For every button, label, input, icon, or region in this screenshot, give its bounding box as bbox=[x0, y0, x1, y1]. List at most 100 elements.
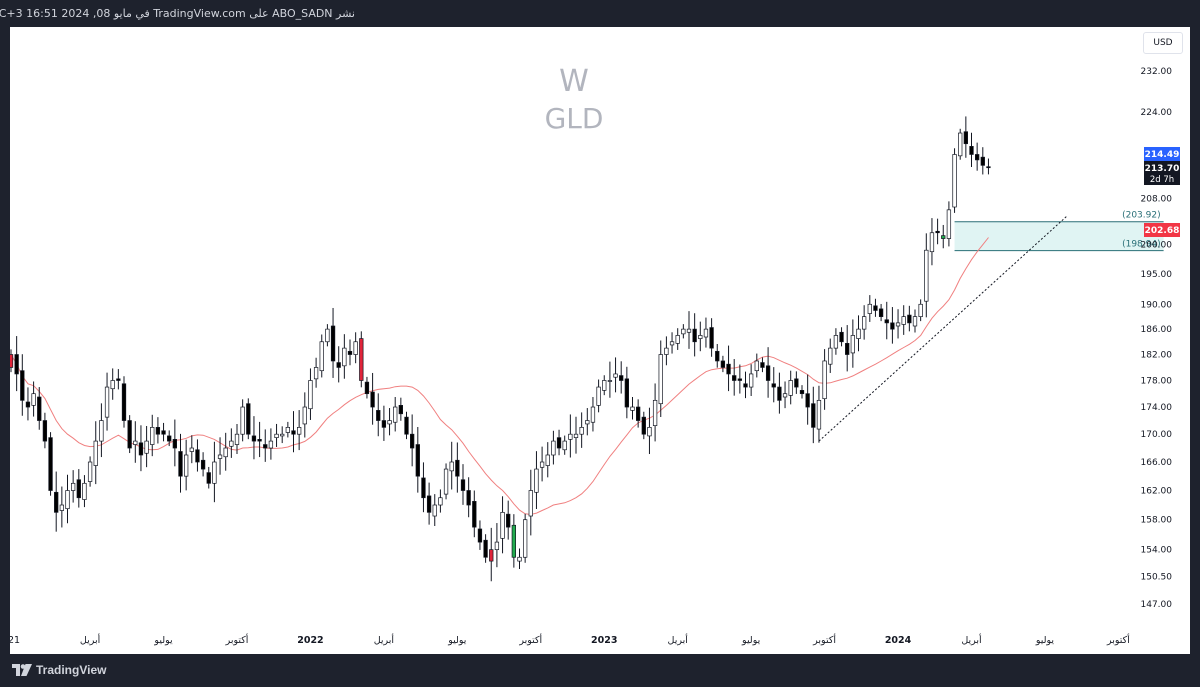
candle bbox=[878, 303, 884, 322]
candle bbox=[234, 423, 240, 454]
candle-body bbox=[630, 406, 635, 411]
candle-body bbox=[511, 524, 516, 558]
candle bbox=[99, 403, 104, 458]
candle-body bbox=[263, 444, 268, 449]
candle bbox=[127, 415, 132, 454]
candle bbox=[658, 340, 663, 418]
candle bbox=[280, 426, 285, 444]
time-tick-label: 21 bbox=[10, 635, 20, 646]
candle bbox=[133, 421, 138, 463]
candle bbox=[274, 423, 279, 447]
candle bbox=[822, 349, 827, 410]
candle bbox=[794, 371, 799, 394]
candle-body bbox=[133, 440, 138, 445]
candle bbox=[568, 414, 573, 458]
candle bbox=[579, 412, 584, 448]
candle bbox=[65, 474, 70, 524]
candle bbox=[585, 408, 590, 436]
candle bbox=[212, 441, 217, 503]
candle-body bbox=[42, 420, 48, 442]
candle-body bbox=[472, 501, 477, 528]
candle bbox=[404, 411, 409, 440]
candle-body bbox=[404, 416, 409, 435]
candle bbox=[178, 433, 183, 493]
candle bbox=[799, 385, 805, 399]
candle-body bbox=[602, 380, 607, 391]
candle bbox=[206, 466, 211, 489]
candle bbox=[675, 328, 680, 350]
candle bbox=[760, 357, 765, 373]
candle-body bbox=[833, 335, 839, 349]
candle bbox=[952, 148, 957, 213]
candle bbox=[268, 428, 274, 460]
candle bbox=[494, 523, 500, 568]
candle bbox=[398, 397, 403, 421]
candle bbox=[941, 224, 946, 249]
tradingview-brand[interactable]: TradingView bbox=[12, 663, 106, 677]
candle-body bbox=[935, 230, 940, 234]
support-zone bbox=[954, 221, 1164, 251]
candle-body bbox=[302, 406, 307, 425]
candle bbox=[110, 368, 115, 400]
candle-body bbox=[217, 454, 223, 459]
candle bbox=[969, 132, 974, 167]
candle bbox=[308, 368, 313, 420]
candle-body bbox=[890, 322, 895, 330]
moving-average-line bbox=[10, 237, 989, 516]
candle bbox=[867, 295, 872, 322]
candle-body bbox=[816, 399, 822, 430]
candle-body bbox=[782, 393, 788, 398]
candle-body bbox=[99, 420, 104, 442]
candle-body bbox=[856, 328, 861, 339]
candle-body bbox=[873, 305, 878, 311]
candle-body bbox=[150, 427, 155, 445]
time-tick-label: يوليو bbox=[741, 635, 761, 646]
candle bbox=[353, 332, 358, 364]
price-tick-label: 170.00 bbox=[1141, 430, 1173, 440]
chart-area[interactable]: W GLD (203.92) (198.94) 147.00 150.50 154.00… bbox=[10, 27, 1190, 654]
candle-body bbox=[155, 427, 161, 435]
candle-body bbox=[907, 314, 912, 324]
candle-body bbox=[562, 440, 567, 451]
candle bbox=[743, 371, 748, 399]
candle bbox=[393, 397, 398, 432]
candle-body bbox=[336, 362, 341, 368]
candle-body bbox=[189, 447, 194, 452]
candle-body bbox=[212, 461, 217, 484]
candle bbox=[443, 463, 449, 500]
candle bbox=[76, 469, 81, 508]
candle-body bbox=[963, 131, 968, 145]
candle-body bbox=[31, 393, 36, 406]
price-tick-label: 182.00 bbox=[1141, 351, 1173, 361]
candle-body bbox=[517, 556, 522, 562]
candle-body bbox=[884, 319, 889, 324]
candle-body bbox=[703, 328, 709, 338]
candle bbox=[912, 309, 918, 333]
candle-body bbox=[127, 420, 132, 449]
candle-body bbox=[754, 360, 759, 372]
candle bbox=[929, 218, 935, 266]
candle-body bbox=[347, 350, 353, 355]
candle-body bbox=[596, 386, 601, 406]
currency-selector[interactable]: USD bbox=[1143, 32, 1183, 54]
candle-body bbox=[669, 341, 675, 346]
candle-body bbox=[534, 468, 539, 493]
candle bbox=[87, 456, 93, 487]
candle-body bbox=[545, 454, 550, 466]
candle-body bbox=[726, 363, 731, 375]
candle bbox=[686, 311, 692, 349]
candle bbox=[421, 462, 426, 513]
candle bbox=[924, 233, 929, 318]
candle-body bbox=[443, 468, 449, 495]
candle-body bbox=[771, 383, 776, 388]
candle bbox=[845, 325, 850, 372]
candle bbox=[506, 500, 511, 540]
candle-body bbox=[539, 461, 545, 468]
time-tick-label: 2024 bbox=[885, 635, 912, 646]
candle bbox=[963, 116, 968, 158]
candle-body bbox=[138, 442, 144, 456]
candle bbox=[449, 441, 454, 490]
candle bbox=[313, 357, 319, 388]
candle-body bbox=[698, 335, 703, 339]
